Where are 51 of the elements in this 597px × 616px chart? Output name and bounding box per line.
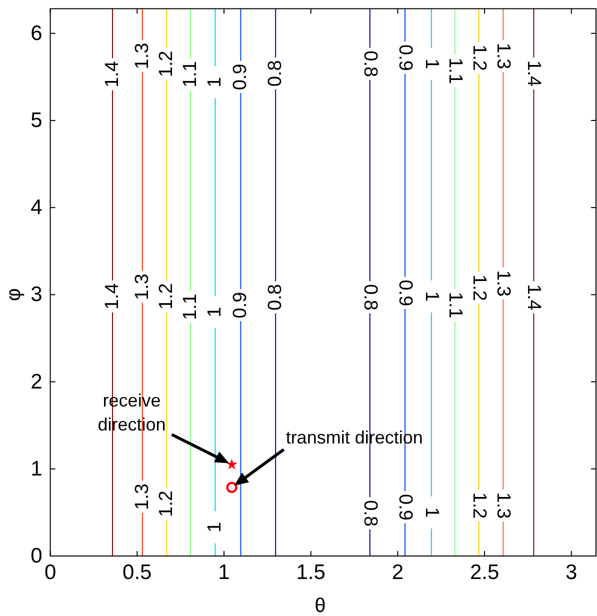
- annotation: 1.1: [180, 61, 201, 88]
- x-tick-label: 2: [392, 561, 404, 584]
- annotation: 1.4: [523, 60, 544, 88]
- annotation: 1.1: [444, 292, 466, 318]
- annotation: 1.2: [468, 274, 490, 301]
- y-tick-label: 1: [30, 457, 42, 480]
- annotation: 1.2: [468, 44, 490, 71]
- y-tick-label: 2: [30, 370, 42, 394]
- y-tick-label: 5: [30, 108, 42, 132]
- x-tick-label: 1.5: [296, 561, 326, 584]
- annotation: 1.3: [132, 484, 153, 510]
- annotation: 1.3: [492, 492, 514, 519]
- annotation: 1.3: [492, 42, 514, 70]
- annotation: 1: [420, 58, 442, 70]
- annotation: 0.8: [265, 284, 286, 311]
- annotation: 1.3: [132, 42, 153, 70]
- annotation: 0.9: [230, 292, 252, 318]
- annotation: 0.8: [265, 60, 286, 87]
- y-axis-title: φ: [3, 288, 25, 302]
- annotation: 0.8: [359, 284, 380, 311]
- x-tick-label: 1: [218, 561, 230, 584]
- annotation: 0.9: [394, 280, 416, 306]
- annotation: 1: [420, 507, 442, 518]
- y-tick-label: 4: [30, 196, 43, 220]
- annotation: 1.2: [156, 490, 178, 517]
- annotation: 1.4: [523, 284, 544, 311]
- annotation: 1.2: [156, 283, 178, 310]
- annotation: 0.9: [394, 494, 416, 520]
- annotation: 1: [204, 306, 226, 318]
- annotation: 1.3: [132, 274, 153, 300]
- annotation: 0.8: [359, 50, 380, 78]
- x-axis-title: θ: [314, 595, 326, 616]
- y-tick-label: 3: [30, 283, 42, 306]
- y-tick-label: 0: [30, 544, 42, 568]
- annotation: 1.4: [102, 60, 123, 88]
- annotation: 1: [204, 76, 226, 88]
- x-tick-label: 3: [566, 561, 578, 584]
- annotation: 1.2: [468, 492, 490, 519]
- annotation: 0.9: [394, 44, 416, 71]
- annotation: 0.8: [359, 500, 380, 527]
- annotation: 1.1: [444, 58, 466, 84]
- annotation: 1.2: [156, 50, 178, 78]
- x-tick-label: 0.5: [122, 561, 152, 584]
- annotation: 1.3: [492, 270, 514, 297]
- annotation: 1.1: [180, 294, 201, 320]
- x-tick-label: 2.5: [470, 561, 500, 584]
- annotation: 1: [420, 291, 442, 302]
- y-tick-label: 6: [30, 22, 42, 45]
- annotation: 1: [204, 522, 226, 533]
- annotation: 0.9: [230, 64, 252, 90]
- annotation: 1.4: [102, 282, 123, 310]
